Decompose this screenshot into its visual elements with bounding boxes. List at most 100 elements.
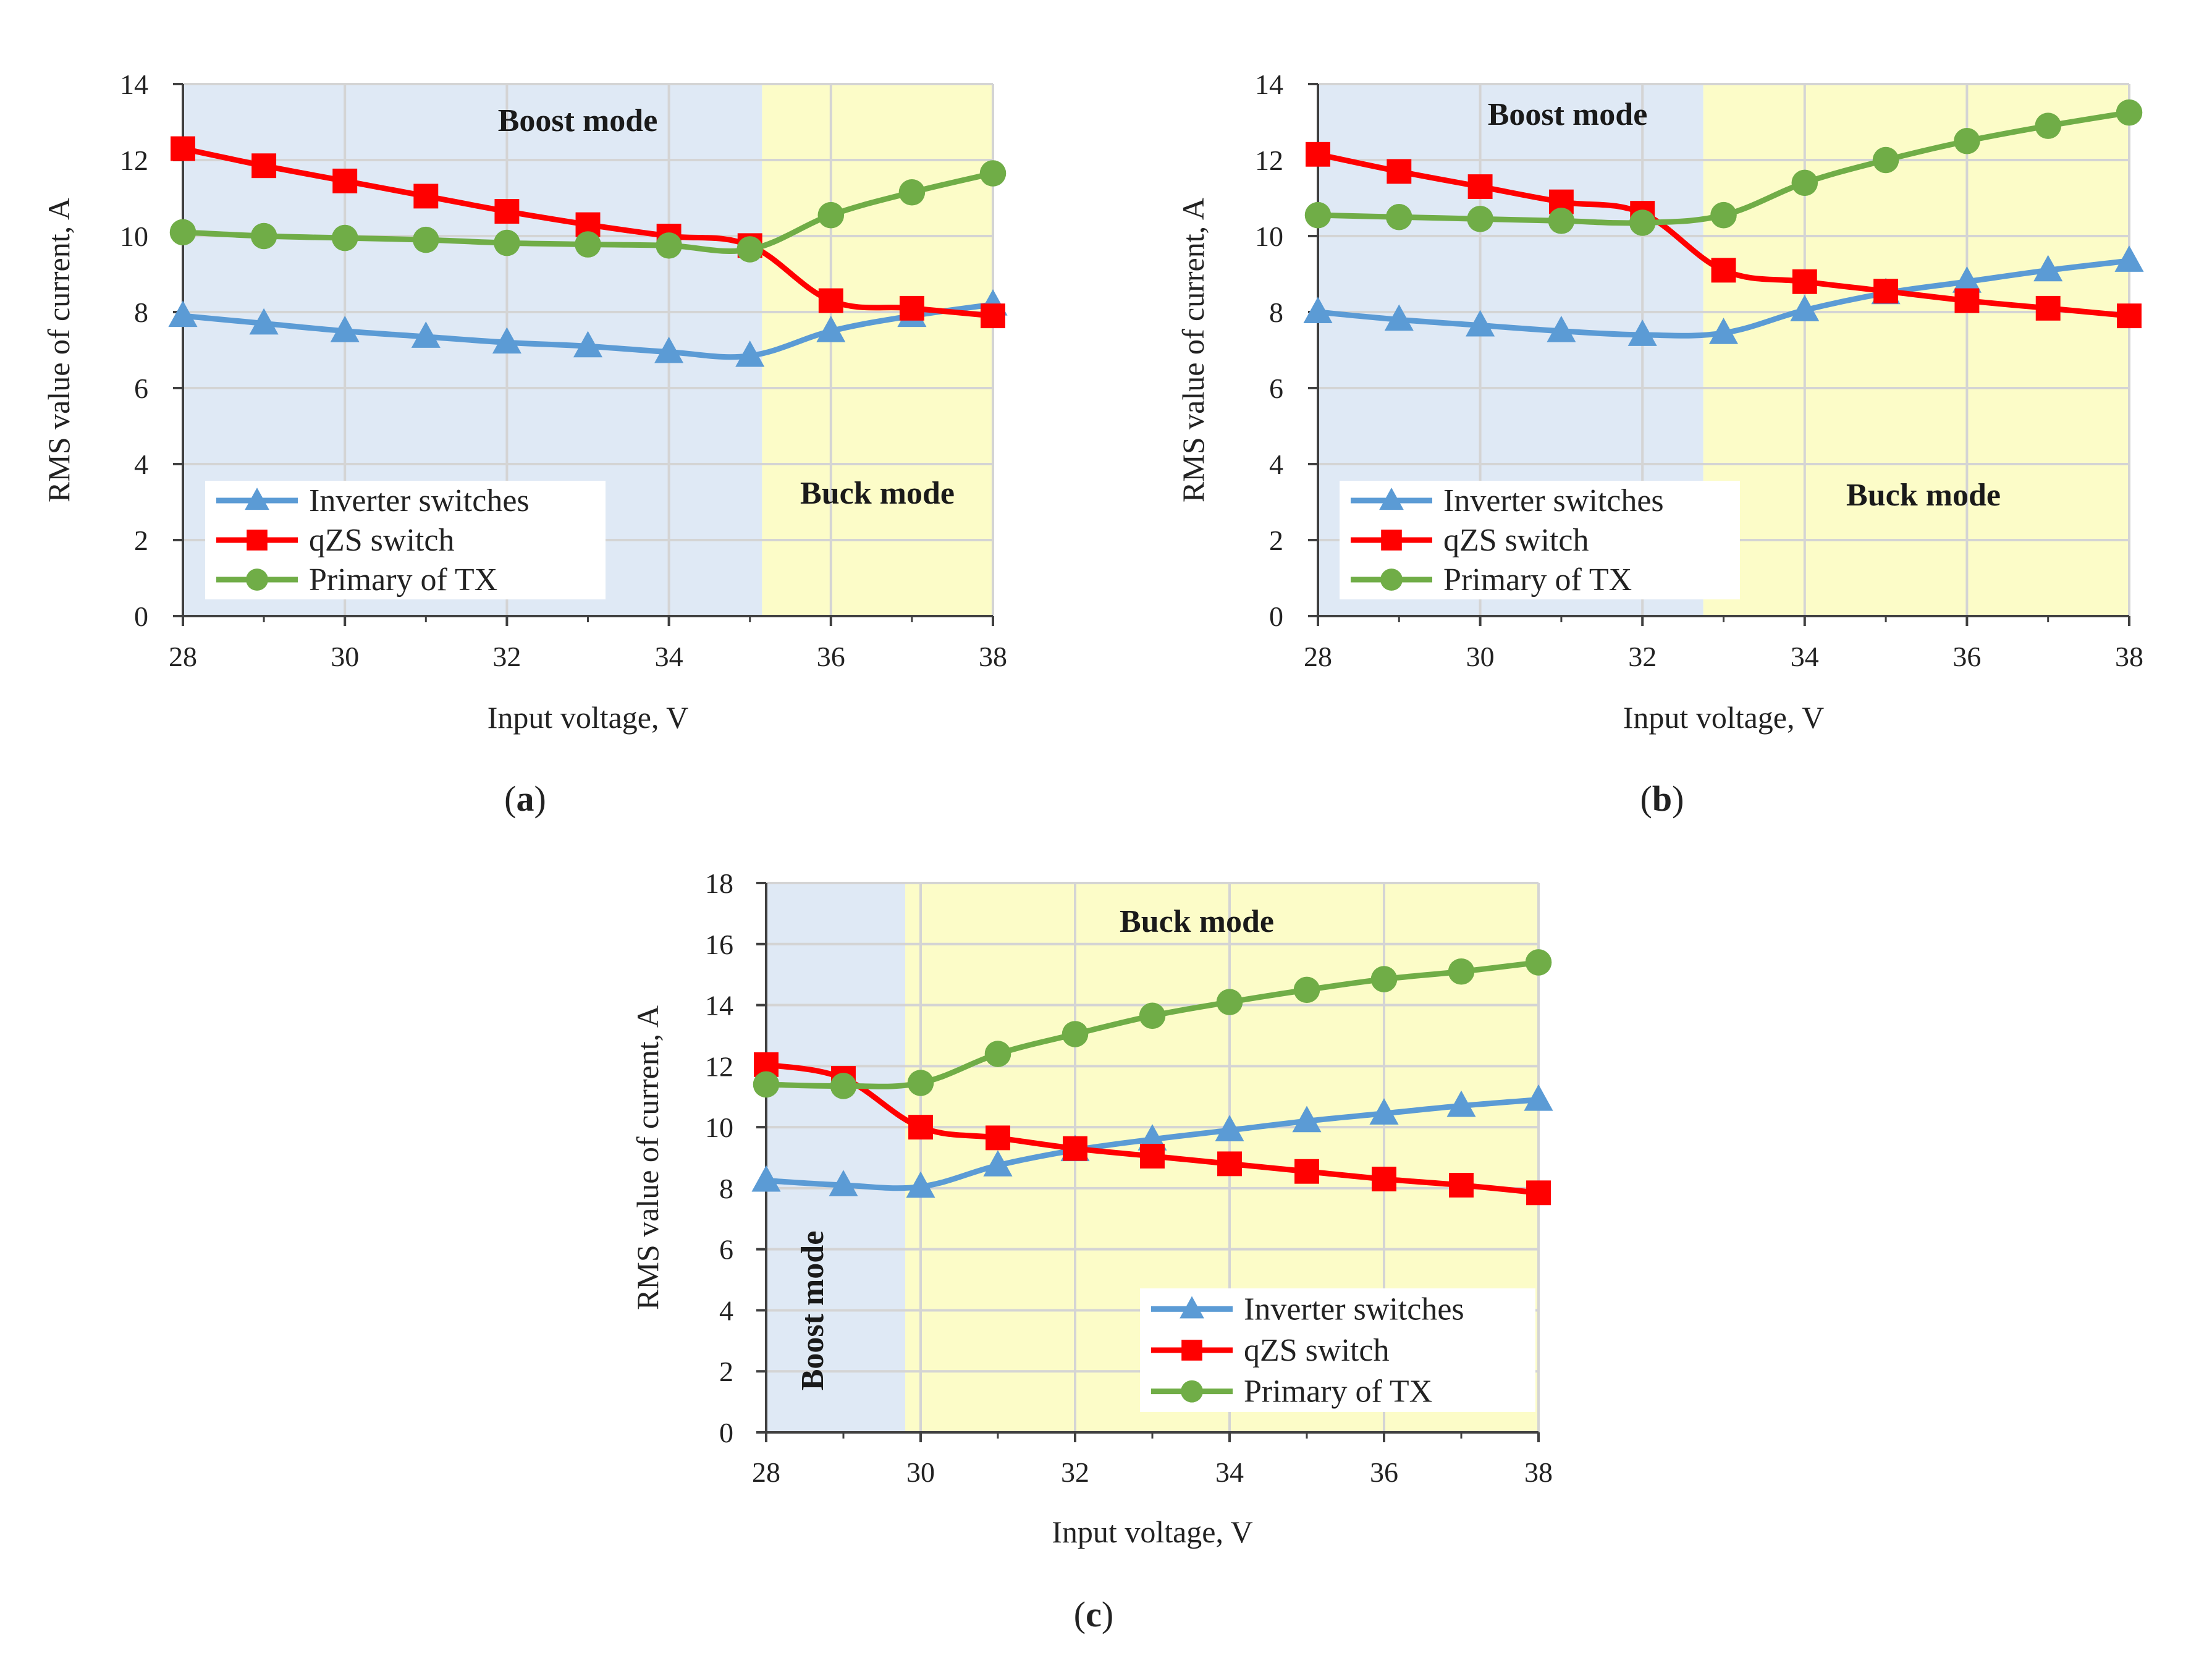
inverter-switches-point bbox=[1384, 304, 1414, 331]
qzs-switch-point bbox=[413, 184, 439, 209]
primary-of-tx-point bbox=[169, 219, 196, 246]
x-tick-label: 30 bbox=[906, 1456, 935, 1488]
legend-inverter-switches-marker bbox=[245, 488, 269, 510]
inverter-switches-point bbox=[2114, 245, 2144, 272]
inverter-switches-point bbox=[1708, 318, 1739, 344]
x-tick-label: 28 bbox=[752, 1456, 780, 1488]
x-tick-label: 30 bbox=[1466, 641, 1495, 672]
qzs-switch-point bbox=[2117, 303, 2142, 329]
chart-a: 28 30 32 34 36 38 0 2 4 6 8 10 12 14 Input voltage, V R… bbox=[41, 69, 1008, 819]
primary-of-tx-point bbox=[1139, 1002, 1166, 1029]
caption-paren: ( bbox=[1640, 779, 1652, 819]
y-tick-label: 14 bbox=[705, 990, 733, 1021]
y-tick-label: 12 bbox=[1255, 145, 1283, 176]
buck-mode-region bbox=[1703, 84, 2129, 616]
y-tick-label: 8 bbox=[134, 297, 148, 328]
legend-qzs-switch-label: qZS switch bbox=[1443, 523, 1589, 558]
qzs-switch-point bbox=[1711, 258, 1736, 283]
primary-of-tx-point bbox=[250, 222, 277, 250]
legend-primary-of-tx-label: Primary of TX bbox=[1244, 1374, 1432, 1410]
inverter-switches-point bbox=[411, 321, 441, 348]
primary-of-tx-point bbox=[1872, 146, 1899, 174]
inverter-switches-point bbox=[816, 316, 846, 342]
y-tick-label: 10 bbox=[1255, 221, 1283, 252]
qzs-switch-point bbox=[1372, 1167, 1396, 1192]
legend: Inverter switches qZS switch Primary of TX bbox=[1340, 481, 1740, 599]
inverter-switches-point bbox=[249, 308, 279, 335]
primary-of-tx-point bbox=[1062, 1021, 1089, 1047]
primary-of-tx-point bbox=[1448, 958, 1475, 985]
x-tick-label: 38 bbox=[1524, 1456, 1553, 1488]
caption-letter: a bbox=[517, 779, 534, 819]
y-tick-label: 8 bbox=[1269, 297, 1283, 328]
x-tick-label: 38 bbox=[2115, 641, 2143, 672]
primary-of-tx-point bbox=[2116, 99, 2143, 126]
inverter-switches-point bbox=[1292, 1105, 1322, 1133]
legend-inverter-switches-label: Inverter switches bbox=[1244, 1291, 1464, 1327]
legend-inverter-switches-label: Inverter switches bbox=[309, 483, 530, 518]
inverter-switches-point bbox=[1369, 1098, 1399, 1125]
x-tick-label: 32 bbox=[492, 641, 521, 672]
x-tick-label: 32 bbox=[1628, 641, 1657, 672]
qzs-switch-point bbox=[981, 303, 1005, 329]
legend-primary-of-tx-label: Primary of TX bbox=[1443, 562, 1632, 598]
primary-of-tx-point bbox=[984, 1041, 1011, 1067]
primary-of-tx-point bbox=[1525, 949, 1552, 976]
primary-of-tx-point bbox=[1370, 966, 1398, 992]
y-tick-label: 10 bbox=[705, 1112, 733, 1143]
inverter-switches-point bbox=[654, 336, 684, 363]
buck-mode-label: Buck mode bbox=[800, 476, 955, 511]
inverter-switches-point bbox=[829, 1170, 858, 1196]
qzs-switch-point bbox=[332, 168, 358, 193]
qzs-switch-point bbox=[1449, 1173, 1474, 1198]
legend: Inverter switches qZS switch Primary of TX bbox=[1140, 1288, 1535, 1412]
caption-paren: ( bbox=[504, 779, 516, 819]
inverter-switches-point bbox=[330, 316, 360, 342]
legend-inverter-switches-marker bbox=[1379, 488, 1404, 510]
inverter-switches-point bbox=[906, 1171, 935, 1198]
inverter-switches-point bbox=[1952, 266, 1982, 293]
qzs-switch-point bbox=[899, 295, 924, 321]
inverter-switches-point bbox=[1215, 1115, 1244, 1142]
legend-inverter-switches-label: Inverter switches bbox=[1443, 483, 1664, 518]
y-axis-title: RMS value of current, A bbox=[630, 1005, 665, 1310]
inverter-switches-point bbox=[1446, 1090, 1476, 1117]
series-primary-of-tx bbox=[169, 160, 1007, 263]
qzs-switch-point bbox=[1306, 142, 1330, 167]
primary-of-tx-point bbox=[1467, 206, 1493, 232]
primary-of-tx-point bbox=[413, 226, 439, 253]
y-tick-label: 12 bbox=[705, 1050, 733, 1082]
x-tick-label: 36 bbox=[1370, 1456, 1398, 1488]
inverter-switches-point bbox=[1466, 310, 1495, 337]
x-tick-label: 34 bbox=[655, 641, 683, 672]
primary-of-tx-point bbox=[331, 224, 358, 251]
caption-paren: ) bbox=[1102, 1594, 1113, 1634]
y-tick-label: 0 bbox=[719, 1417, 733, 1448]
inverter-switches-point bbox=[1547, 316, 1576, 342]
x-tick-label: 30 bbox=[331, 641, 359, 672]
x-axis-title: Input voltage, V bbox=[488, 700, 688, 735]
inverter-switches-point bbox=[751, 1165, 781, 1192]
qzs-switch-point bbox=[1954, 288, 1980, 313]
x-tick-label: 32 bbox=[1061, 1456, 1089, 1488]
legend-qzs-switch-marker bbox=[1181, 1340, 1202, 1361]
boost-mode-label: Boost mode bbox=[498, 103, 658, 138]
legend-qzs-switch-label: qZS switch bbox=[1244, 1333, 1389, 1368]
y-tick-label: 0 bbox=[1269, 601, 1283, 632]
qzs-switch-point bbox=[251, 153, 277, 179]
primary-of-tx-point bbox=[575, 231, 601, 258]
y-tick-label: 2 bbox=[1269, 525, 1283, 556]
inverter-switches-point bbox=[983, 1150, 1013, 1177]
inverter-switches-point bbox=[2033, 255, 2063, 282]
legend-qzs-switch-marker bbox=[247, 530, 268, 551]
y-tick-label: 6 bbox=[1269, 373, 1283, 404]
series-qzs-switch bbox=[1306, 142, 2142, 329]
y-tick-label: 14 bbox=[1255, 69, 1283, 100]
qzs-switch-point bbox=[1792, 269, 1817, 294]
y-tick-label: 16 bbox=[705, 929, 733, 960]
legend: Inverter switches qZS switch Primary of TX bbox=[205, 481, 606, 599]
qzs-switch-point bbox=[1526, 1180, 1551, 1206]
x-tick-label: 34 bbox=[1215, 1456, 1244, 1488]
buck-mode-label: Buck mode bbox=[1846, 478, 2001, 513]
qzs-switch-point bbox=[1217, 1151, 1242, 1177]
